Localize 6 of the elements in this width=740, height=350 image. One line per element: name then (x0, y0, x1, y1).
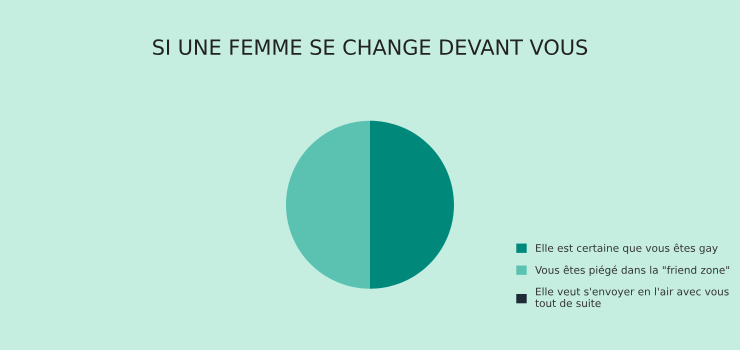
pie-slice (370, 120, 454, 289)
legend-label: Elle veut s'envoyer en l'air avec vous tout de suite (535, 287, 729, 308)
legend-label: Vous êtes piégé dans la "friend zone" (535, 265, 730, 276)
legend-label: Elle est certaine que vous êtes gay (536, 243, 718, 254)
chart-title: SI UNE FEMME SE CHANGE DEVANT VOUS (153, 39, 588, 56)
pie-slice (286, 120, 370, 289)
